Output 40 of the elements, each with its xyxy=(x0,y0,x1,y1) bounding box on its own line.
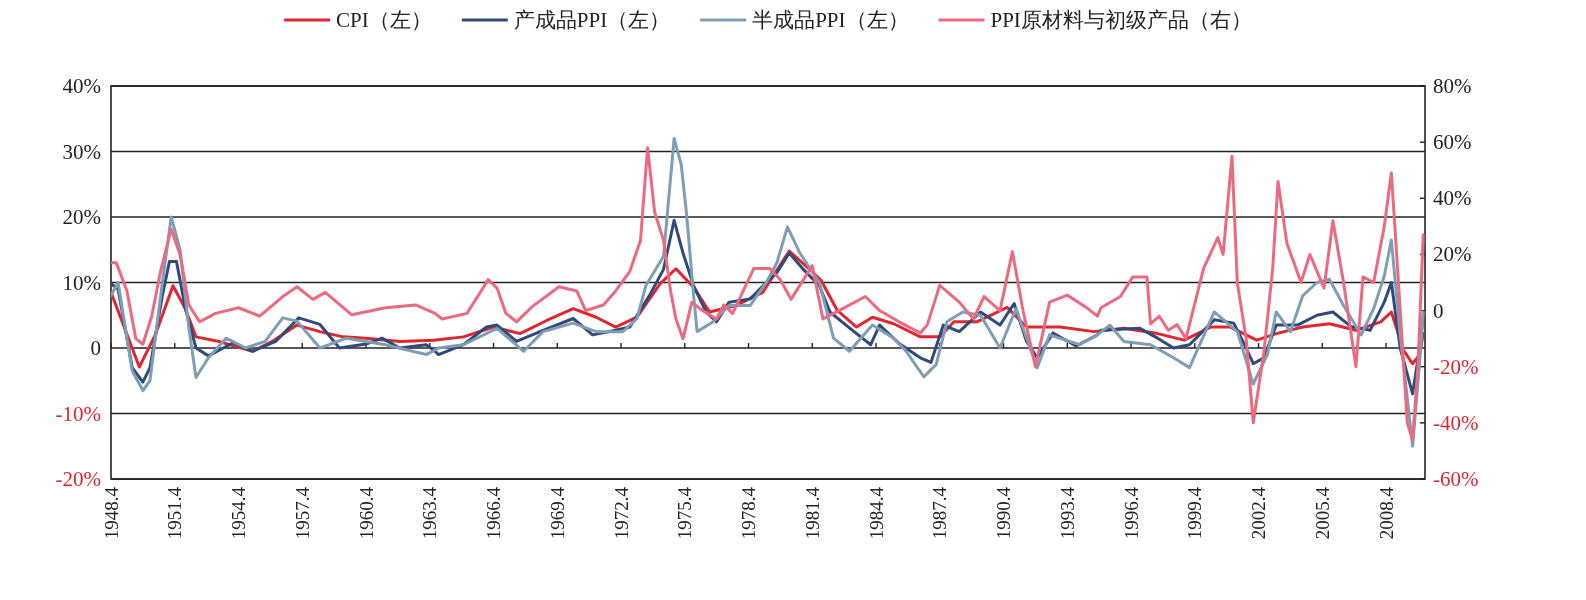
x-tick-label: 1990.4 xyxy=(993,486,1015,540)
x-tick-label: 1978.4 xyxy=(738,486,760,540)
legend-label: CPI（左） xyxy=(336,8,432,32)
x-tick-label: 1954.4 xyxy=(228,486,249,540)
x-tick-label: 1981.4 xyxy=(801,486,823,540)
y-tick-label: -20% xyxy=(55,467,101,491)
x-tick-label: 1966.4 xyxy=(483,486,505,540)
x-tick-label: 1993.4 xyxy=(1056,486,1078,540)
legend-label: 半成品PPI（左） xyxy=(752,8,909,32)
x-tick-label: 2005.4 xyxy=(1311,486,1333,540)
y2-tick-label: -20% xyxy=(1433,354,1479,379)
y-tick-label: -10% xyxy=(55,401,101,426)
y2-tick-label: 20% xyxy=(1433,242,1472,267)
legend-label: PPI原材料与初级产品（右） xyxy=(990,8,1252,32)
x-tick-label: 1957.4 xyxy=(291,486,313,540)
y2-tick-label: 40% xyxy=(1433,186,1472,211)
x-tick-label: 2008.4 xyxy=(1375,486,1397,540)
x-tick-label: 1963.4 xyxy=(419,486,441,540)
x-tick-label: 1975.4 xyxy=(674,486,696,540)
y2-tick-label: -40% xyxy=(1433,410,1479,435)
x-tick-label: 1996.4 xyxy=(1120,486,1142,540)
y-tick-label: 10% xyxy=(62,270,101,295)
y-tick-label: 30% xyxy=(62,139,101,164)
legend-label: 产成品PPI（左） xyxy=(513,8,671,32)
y2-tick-label: -60% xyxy=(1433,467,1479,491)
x-tick-label: 1987.4 xyxy=(929,486,951,540)
y-tick-label: 40% xyxy=(62,74,101,98)
x-tick-label: 1972.4 xyxy=(610,486,632,540)
y2-tick-label: 80% xyxy=(1433,74,1472,98)
y-tick-label: 0 xyxy=(90,336,101,360)
x-tick-label: 2002.4 xyxy=(1248,486,1270,540)
x-tick-label: 1969.4 xyxy=(546,486,568,540)
x-tick-label: 1960.4 xyxy=(355,486,377,540)
x-tick-label: 1951.4 xyxy=(164,486,186,540)
y2-tick-label: 60% xyxy=(1433,130,1472,155)
x-tick-label: 1948.4 xyxy=(100,486,122,540)
x-tick-label: 1984.4 xyxy=(865,486,887,540)
y2-tick-label: 0 xyxy=(1433,298,1444,323)
y-tick-label: 20% xyxy=(62,205,101,229)
x-tick-label: 1999.4 xyxy=(1184,486,1206,540)
